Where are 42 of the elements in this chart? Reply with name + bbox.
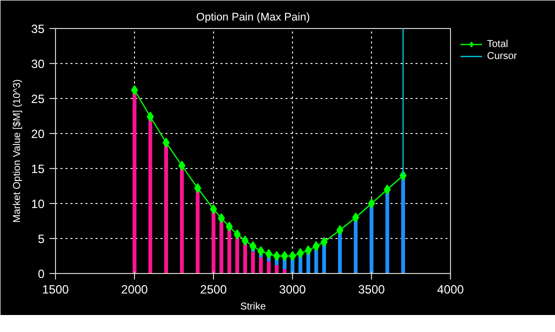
y-tick-label: 25 bbox=[31, 92, 45, 106]
point bbox=[234, 229, 241, 240]
y-tick-label: 30 bbox=[31, 57, 45, 71]
point bbox=[312, 241, 320, 252]
point bbox=[162, 138, 170, 148]
point bbox=[320, 237, 328, 247]
y-tick-label: 0 bbox=[38, 267, 45, 281]
point bbox=[194, 183, 202, 194]
x-tick-label: 2000 bbox=[121, 282, 148, 296]
point bbox=[336, 225, 344, 236]
point bbox=[242, 236, 249, 246]
x-tick-label: 3000 bbox=[279, 282, 306, 296]
point bbox=[296, 248, 304, 258]
x-tick-label: 1500 bbox=[42, 282, 70, 296]
point bbox=[257, 246, 264, 256]
y-tick-label: 10 bbox=[31, 197, 45, 211]
point bbox=[218, 213, 225, 224]
point bbox=[281, 251, 288, 261]
point bbox=[384, 184, 391, 194]
x-tick-label: 3500 bbox=[358, 282, 386, 296]
chart-title: Option Pain (Max Pain) bbox=[196, 12, 310, 24]
y-tick-label: 15 bbox=[31, 162, 45, 176]
point bbox=[273, 251, 280, 261]
legend-label: Total bbox=[487, 38, 508, 50]
point bbox=[178, 160, 186, 171]
x-tick-label: 2500 bbox=[200, 282, 228, 296]
point bbox=[265, 248, 272, 259]
bar bbox=[259, 257, 263, 274]
y-tick-label: 35 bbox=[31, 22, 45, 36]
point bbox=[368, 198, 375, 208]
point bbox=[352, 212, 360, 222]
y-axis-title: Market Option Value [$M] (10^3) bbox=[12, 79, 24, 223]
point bbox=[146, 112, 154, 122]
point bbox=[304, 245, 312, 256]
x-tick-label: 4000 bbox=[437, 282, 464, 296]
legend-label: Cursor bbox=[487, 50, 518, 62]
x-axis-title: Strike bbox=[240, 302, 266, 312]
y-tick-label: 5 bbox=[38, 232, 45, 246]
point bbox=[226, 222, 233, 232]
point bbox=[289, 251, 296, 261]
y-tick-label: 20 bbox=[31, 127, 45, 141]
bar bbox=[251, 252, 255, 274]
